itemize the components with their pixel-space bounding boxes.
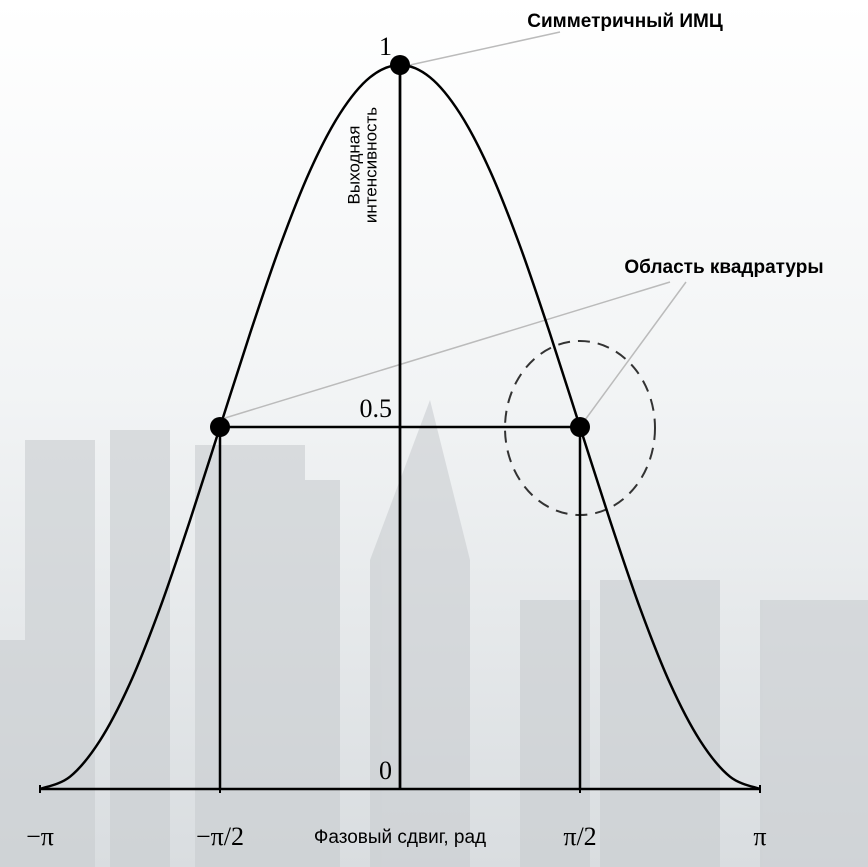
point xyxy=(210,417,230,437)
x-tick-label: −π xyxy=(26,822,54,851)
point xyxy=(390,55,410,75)
annotation: Область квадратуры xyxy=(624,257,823,278)
y-axis-label: Выходная интенсивность xyxy=(344,107,380,223)
leader-line xyxy=(224,281,671,419)
x-axis-label: Фазовый сдвиг, рад xyxy=(314,827,486,848)
y-axis-label-line: интенсивность xyxy=(361,107,380,223)
skyline xyxy=(0,400,868,867)
x-tick-label: −π/2 xyxy=(196,822,244,851)
y-tick-label: 0 xyxy=(379,756,392,785)
x-tick-label: π xyxy=(753,822,766,851)
leader-line xyxy=(409,31,561,66)
y-tick-label: 0.5 xyxy=(360,394,393,423)
x-tick-label: π/2 xyxy=(563,822,596,851)
leader-line xyxy=(584,281,687,421)
y-axis-label-line: Выходная xyxy=(344,126,363,205)
point xyxy=(570,417,590,437)
annotation: Симметричный ИМЦ xyxy=(527,11,723,32)
y-tick-label: 1 xyxy=(379,32,392,61)
